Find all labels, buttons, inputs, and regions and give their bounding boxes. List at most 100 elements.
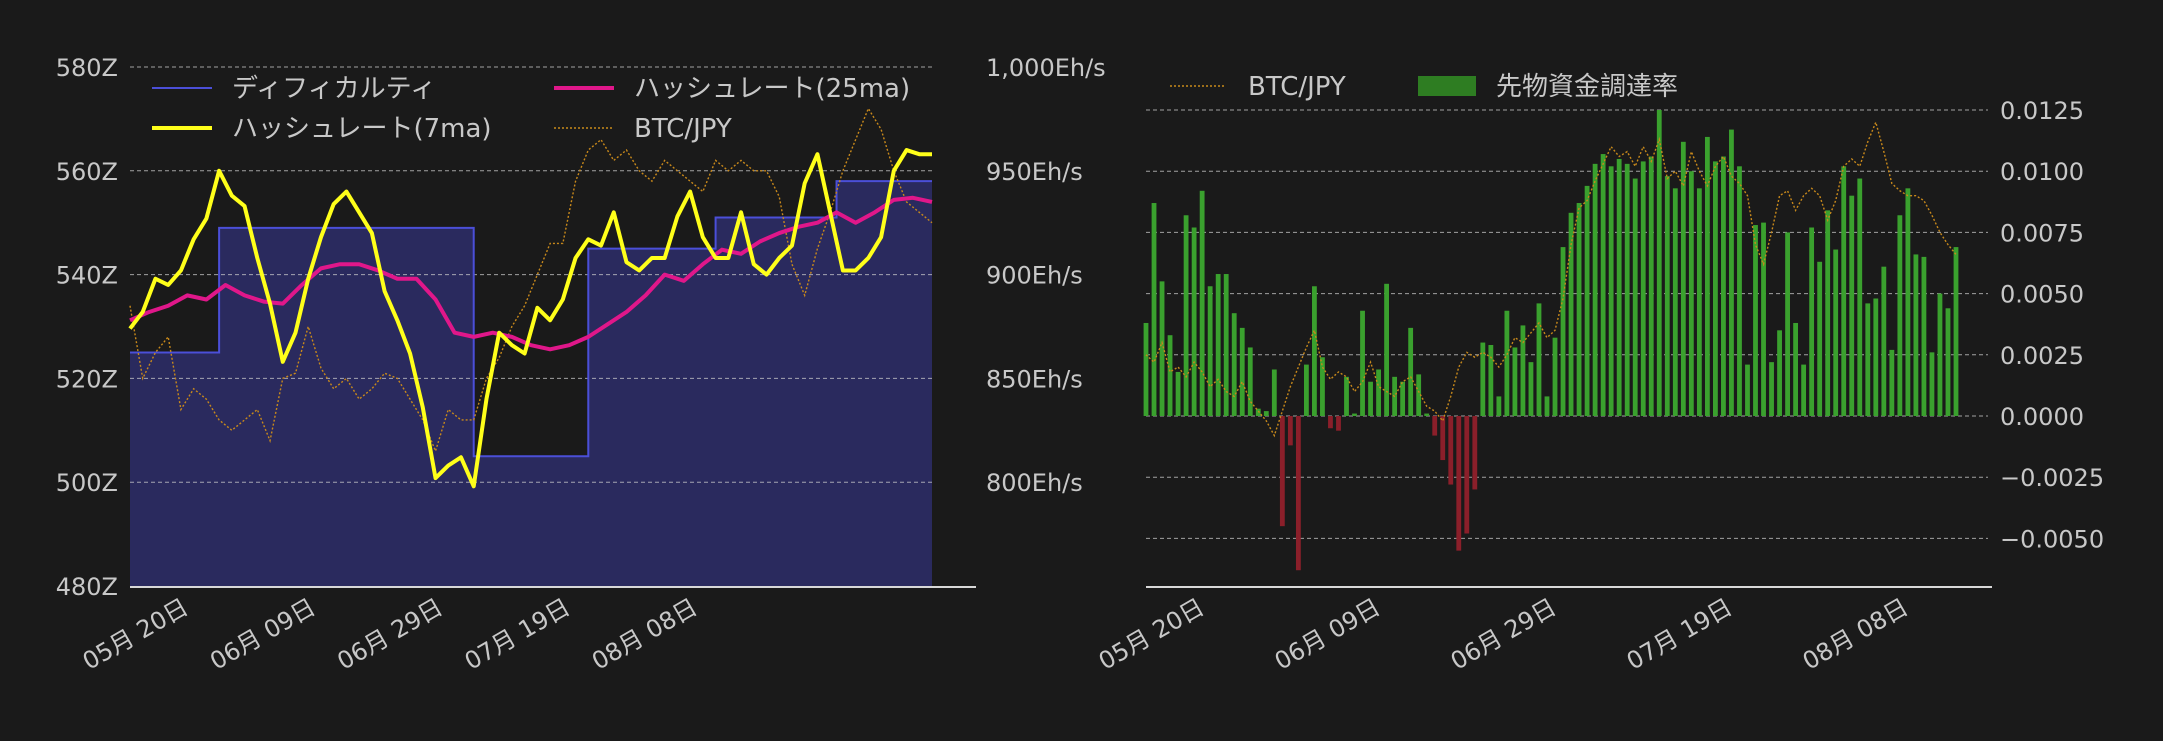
funding-rate-bar — [1528, 362, 1534, 416]
funding-rate-bar — [1809, 227, 1815, 416]
funding-rate-bar — [1881, 266, 1887, 416]
funding-rate-bar — [1255, 408, 1261, 416]
hashrate-25ma-line — [129, 195, 933, 352]
funding-rate-bar — [1753, 225, 1758, 416]
left-tick-label: 500Z — [56, 469, 118, 497]
funding-rate-bar — [1352, 413, 1357, 416]
funding-rate-bar — [1696, 188, 1702, 416]
funding-rate-bar — [1271, 369, 1277, 416]
funding-rate-bar — [1849, 195, 1855, 416]
funding-rate-bar — [1592, 163, 1598, 416]
right-tick-label: 950Eh/s — [986, 158, 1083, 186]
funding-rate-bar — [1416, 374, 1422, 416]
x-tick-label: 07月 19日 — [460, 593, 575, 676]
right-tick-label: 850Eh/s — [986, 365, 1083, 393]
funding-rate-bar — [1143, 322, 1149, 416]
funding-rate-bar — [1897, 215, 1903, 416]
left-tick-label: 580Z — [56, 54, 118, 82]
funding-rate-bar — [1648, 156, 1654, 416]
x-tick-label: 05月 20日 — [1094, 593, 1209, 676]
funding-rate-bar — [1825, 210, 1831, 416]
funding-rate-bar — [1432, 416, 1438, 436]
funding-rate-bar — [1167, 335, 1173, 416]
funding-rate-bar — [1223, 274, 1229, 416]
right-tick-label: 800Eh/s — [986, 469, 1083, 497]
funding-rate-bar — [1600, 154, 1606, 416]
funding-rate-bar — [1664, 176, 1670, 416]
funding-rate-bar — [1191, 227, 1197, 416]
funding-rate-bar — [1456, 416, 1462, 551]
legend-label: ハッシュレート(25ma) — [634, 74, 910, 104]
x-tick-label: 06月 29日 — [333, 593, 448, 676]
funding-rate-bar — [1745, 364, 1750, 416]
funding-rate-bar — [1737, 166, 1742, 416]
funding-rate-bar — [1360, 310, 1365, 416]
funding-rate-bar — [1231, 313, 1237, 416]
funding-rate-bar — [1263, 411, 1269, 416]
funding-rate-bar — [1624, 163, 1630, 416]
funding-rate-bar — [1616, 158, 1622, 416]
funding-rate-bar — [1320, 357, 1325, 416]
x-tick-label: 07月 19日 — [1622, 593, 1737, 676]
difficulty-area — [130, 181, 932, 586]
funding-rate-bar — [1713, 161, 1718, 416]
funding-rate-bar — [1247, 347, 1253, 416]
funding-rate-bar — [1400, 381, 1406, 416]
funding-rate-bar — [1295, 416, 1301, 571]
funding-rate-bar — [1376, 369, 1381, 416]
funding-rate-bar — [1544, 396, 1550, 416]
funding-rate-bar — [1913, 254, 1919, 416]
funding-rate-bar — [1408, 327, 1414, 416]
funding-rate-bar — [1584, 185, 1590, 416]
left-tick-label: 540Z — [56, 262, 118, 290]
funding-rate-bar — [1520, 325, 1526, 416]
funding-rate-bar — [1560, 247, 1566, 416]
x-tick-label: 08月 08日 — [1798, 593, 1913, 676]
y-tick-label: −0.0050 — [2000, 525, 2104, 553]
funding-rate-bar — [1464, 416, 1470, 534]
funding-rate-bar — [1640, 161, 1646, 416]
funding-rate-bar — [1889, 349, 1895, 416]
funding-rate-bar — [1921, 256, 1927, 416]
funding-rate-bar — [1721, 156, 1726, 416]
funding-rate-bar — [1688, 171, 1694, 416]
y-tick-label: 0.0025 — [2000, 342, 2084, 370]
funding-rate-bar — [1704, 136, 1710, 417]
funding-rate-bar — [1303, 364, 1309, 416]
funding-rate-bar — [1384, 283, 1389, 416]
funding-rate-bar — [1680, 141, 1686, 416]
left-tick-label: 520Z — [56, 365, 118, 393]
legend-label: ハッシュレート(7ma) — [232, 114, 492, 144]
legend-label: 先物資金調達率 — [1496, 72, 1678, 102]
y-tick-label: 0.0100 — [2000, 158, 2084, 186]
funding-rate-bar — [1472, 416, 1478, 490]
right-tick-label: 900Eh/s — [986, 262, 1083, 290]
x-tick-label: 06月 09日 — [1270, 593, 1385, 676]
y-tick-label: 0.0000 — [2000, 403, 2084, 431]
y-tick-label: 0.0050 — [2000, 281, 2084, 309]
funding-rate-bar — [1632, 178, 1638, 416]
funding-rate-bar — [1536, 303, 1542, 416]
funding-rate-bar — [1785, 232, 1790, 416]
funding-rate-bar — [1504, 310, 1510, 416]
funding-rate-bar — [1873, 298, 1879, 416]
funding-rate-bar — [1480, 342, 1486, 416]
funding-rate-bar — [1801, 364, 1807, 416]
funding-rate-bar — [1440, 416, 1446, 461]
legend-funding-chart: BTC/JPY 先物資金調達率 — [1170, 72, 1678, 102]
funding-rate-bar — [1817, 261, 1823, 416]
legend-label: BTC/JPY — [1248, 72, 1346, 102]
funding-rate-bar — [1424, 413, 1430, 416]
funding-rate-bar — [1929, 352, 1935, 416]
y-tick-label: −0.0025 — [2000, 464, 2104, 492]
funding-rate-bar — [1159, 281, 1165, 416]
funding-rate-bar — [1568, 212, 1574, 416]
funding-rate-bar — [1672, 188, 1678, 416]
funding-rate-bar — [1279, 416, 1285, 527]
funding-rate-bar — [1512, 347, 1518, 416]
funding-rate-bar — [1937, 293, 1943, 416]
legend-label: ディフィカルティ — [232, 74, 436, 104]
funding-rate-bar — [1488, 345, 1494, 416]
funding-rate-bar — [1207, 286, 1213, 416]
